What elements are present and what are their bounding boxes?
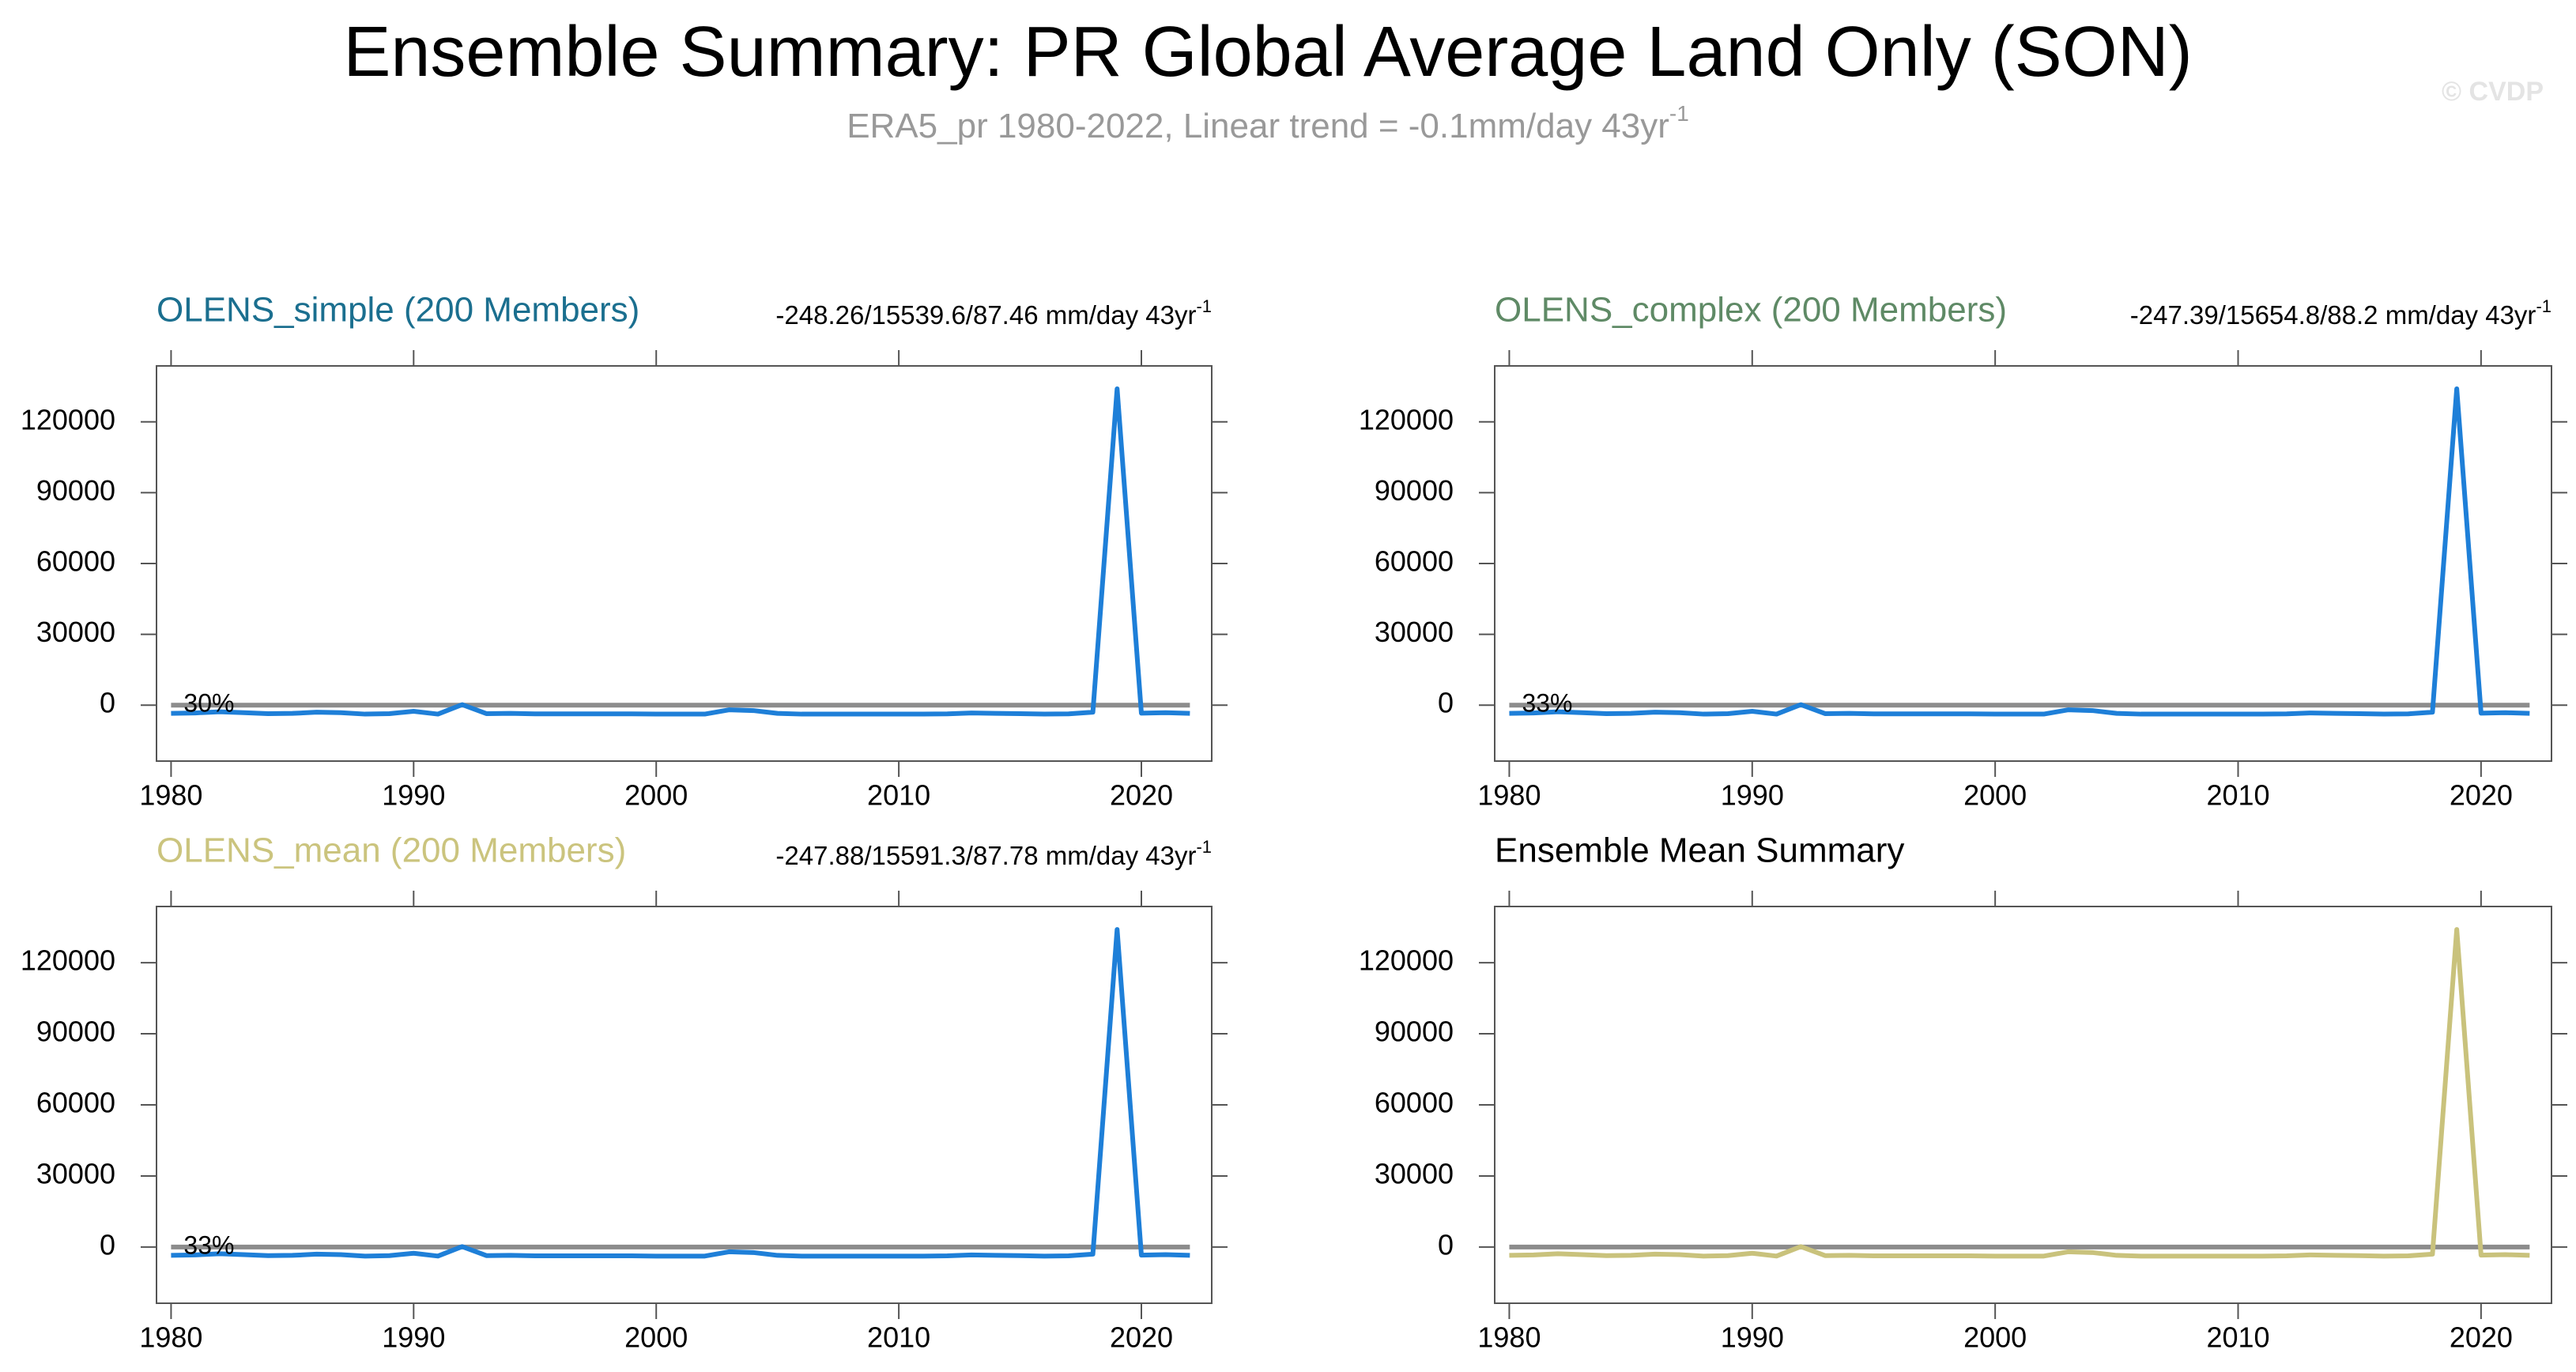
x-tick-label: 2020 <box>1110 779 1173 812</box>
y-tick-label: 0 <box>100 687 115 719</box>
x-tick-label: 2000 <box>1963 779 2027 812</box>
x-tick-label: 1980 <box>139 779 202 812</box>
percent-label: 33% <box>183 1231 234 1259</box>
x-tick-label: 1990 <box>382 779 445 812</box>
y-tick-label: 60000 <box>36 545 115 578</box>
y-tick-label: 60000 <box>1375 545 1454 578</box>
x-tick-label: 2010 <box>867 1321 930 1354</box>
y-tick-label: 90000 <box>1375 474 1454 507</box>
x-tick-label: 1990 <box>382 1321 445 1354</box>
panel: OLENS_mean (200 Members) -247.88/15591.3/… <box>21 831 1228 1354</box>
stats-sup: -1 <box>1196 296 1212 316</box>
panel: Ensemble Mean Summary 0 30000 60000 90000 120… <box>1359 831 2567 1354</box>
x-tick-label: 1990 <box>1721 1321 1784 1354</box>
panel-stats: -248.26/15539.6/87.46 mm/day 43yr-1 <box>775 296 1212 330</box>
plot-frame <box>156 365 1213 762</box>
y-tick-label: 0 <box>1438 1228 1454 1261</box>
y-tick-label: 90000 <box>36 474 115 507</box>
stats-text: -248.26/15539.6/87.46 mm/day 43yr <box>775 300 1196 330</box>
page-title: Ensemble Summary: PR Global Average Land… <box>343 13 2192 92</box>
y-tick-label: 120000 <box>21 403 115 435</box>
plot-frame <box>156 906 1213 1304</box>
x-tick-label: 2000 <box>624 1321 688 1354</box>
y-tick-label: 0 <box>1438 687 1454 719</box>
stats-sup: -1 <box>2536 296 2551 316</box>
data-line <box>1509 386 2530 717</box>
y-tick-label: 120000 <box>1359 403 1454 435</box>
x-tick-label: 2020 <box>1110 1321 1173 1354</box>
x-tick-label: 2010 <box>2206 1321 2269 1354</box>
y-tick-label: 30000 <box>36 1157 115 1189</box>
panel-title: OLENS_simple (200 Members) <box>157 291 639 330</box>
stats-sup: -1 <box>1196 837 1212 857</box>
plot-frame <box>1494 906 2552 1304</box>
panel: OLENS_complex (200 Members) -247.39/15654… <box>1359 291 2567 812</box>
y-tick-label: 30000 <box>36 616 115 648</box>
y-tick-label: 60000 <box>1375 1087 1454 1119</box>
x-tick-label: 2020 <box>2450 779 2513 812</box>
subtitle-text: ERA5_pr 1980-2022, Linear trend = -0.1mm… <box>847 107 1669 145</box>
x-tick-label: 2000 <box>624 779 688 812</box>
y-tick-label: 120000 <box>1359 944 1454 977</box>
y-tick-label: 60000 <box>36 1087 115 1119</box>
y-tick-label: 30000 <box>1375 1157 1454 1189</box>
panel-title: OLENS_complex (200 Members) <box>1495 291 2007 330</box>
y-tick-label: 90000 <box>36 1016 115 1048</box>
x-tick-label: 2010 <box>867 779 930 812</box>
watermark: © CVDP <box>2442 77 2544 107</box>
x-tick-label: 1980 <box>1477 779 1541 812</box>
subtitle-sup: -1 <box>1669 101 1689 126</box>
panel-stats: -247.88/15591.3/87.78 mm/day 43yr-1 <box>775 837 1212 870</box>
x-tick-label: 1990 <box>1721 779 1784 812</box>
stats-text: -247.39/15654.8/88.2 mm/day 43yr <box>2130 300 2536 330</box>
y-tick-label: 120000 <box>21 944 115 977</box>
x-tick-label: 2020 <box>2450 1321 2513 1354</box>
panel-stats: -247.39/15654.8/88.2 mm/day 43yr-1 <box>2130 296 2551 330</box>
percent-label: 33% <box>1522 689 1572 718</box>
y-tick-label: 90000 <box>1375 1016 1454 1048</box>
data-line <box>1509 927 2530 1259</box>
y-tick-label: 30000 <box>1375 616 1454 648</box>
data-line <box>171 927 1190 1259</box>
percent-label: 30% <box>183 689 234 718</box>
y-tick-label: 0 <box>100 1228 115 1261</box>
panel-title: OLENS_mean (200 Members) <box>157 831 626 870</box>
x-tick-label: 2010 <box>2206 779 2269 812</box>
data-line <box>171 386 1190 717</box>
panel-title: Ensemble Mean Summary <box>1495 831 1904 870</box>
x-tick-label: 1980 <box>1477 1321 1541 1354</box>
x-tick-label: 1980 <box>139 1321 202 1354</box>
panel: OLENS_simple (200 Members) -248.26/15539.… <box>21 291 1228 812</box>
stats-text: -247.88/15591.3/87.78 mm/day 43yr <box>775 841 1196 870</box>
page-subtitle: ERA5_pr 1980-2022, Linear trend = -0.1mm… <box>847 101 1689 145</box>
x-tick-label: 2000 <box>1963 1321 2027 1354</box>
plot-frame <box>1494 365 2552 762</box>
